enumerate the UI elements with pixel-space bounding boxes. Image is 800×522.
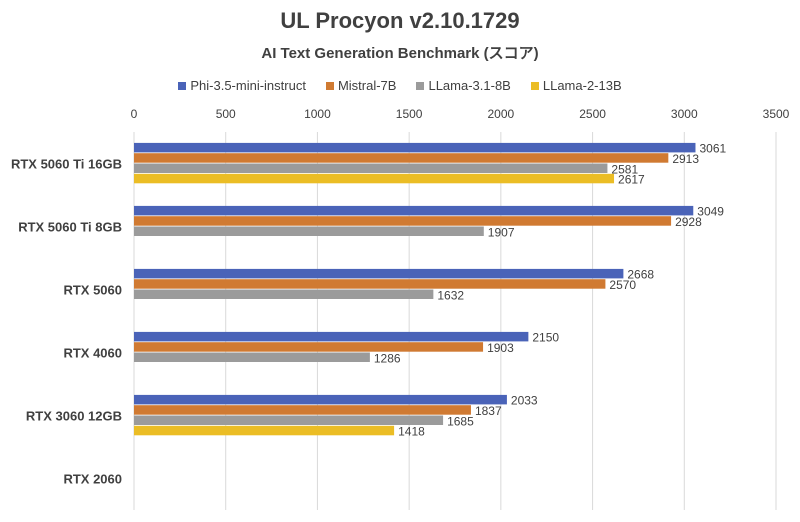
category-label: RTX 2060 [63, 472, 122, 487]
bar [134, 352, 370, 362]
data-label: 1903 [487, 341, 514, 355]
bar [134, 425, 395, 436]
category-label: RTX 5060 Ti 8GB [18, 220, 122, 235]
legend-swatch [178, 81, 187, 90]
data-label: 3049 [697, 205, 724, 219]
data-label: 1286 [374, 351, 401, 365]
bar [134, 279, 606, 289]
data-label: 1685 [447, 414, 474, 428]
data-label: 2617 [618, 173, 645, 187]
chart-title: UL Procyon v2.10.1729 [280, 8, 520, 33]
legend-swatch [325, 81, 334, 90]
bar [134, 216, 672, 226]
data-label: 1632 [437, 288, 464, 302]
x-tick-label: 3500 [763, 107, 790, 121]
data-label: 2570 [609, 278, 636, 292]
chart-subtitle: AI Text Generation Benchmark (スコア) [261, 45, 539, 62]
data-label: 3061 [699, 142, 726, 156]
legend-swatch [416, 81, 425, 90]
data-label: 2668 [627, 268, 654, 282]
bar [134, 268, 624, 279]
data-label: 1907 [488, 225, 515, 239]
x-tick-label: 3000 [671, 107, 698, 121]
bar [134, 163, 608, 173]
legend-item: Phi-3.5-mini-instruct [178, 78, 306, 93]
bar [134, 342, 484, 352]
legend-item: LLama-2-13B [530, 78, 622, 93]
x-tick-label: 2000 [488, 107, 515, 121]
data-label: 2150 [532, 331, 559, 345]
bar [134, 173, 615, 184]
legend-label: LLama-2-13B [542, 78, 622, 93]
bar [134, 289, 434, 299]
x-tick-label: 1000 [304, 107, 331, 121]
bar [134, 205, 694, 216]
bar [134, 405, 471, 415]
legend-label: Phi-3.5-mini-instruct [190, 78, 306, 93]
legend-swatch [530, 81, 539, 90]
data-label: 2581 [611, 162, 638, 176]
x-tick-label: 2500 [579, 107, 606, 121]
bar [134, 153, 669, 163]
legend-label: LLama-3.1-8B [428, 78, 511, 93]
data-label: 1418 [398, 425, 425, 439]
bar [134, 226, 484, 236]
legend-item: Mistral-7B [325, 78, 397, 93]
x-tick-label: 0 [131, 107, 138, 121]
category-label: RTX 4060 [63, 346, 122, 361]
category-label: RTX 3060 12GB [26, 409, 122, 424]
bar [134, 142, 696, 153]
bar [134, 394, 507, 405]
bar [134, 331, 529, 342]
data-label: 2928 [675, 215, 702, 229]
category-label: RTX 5060 [63, 283, 122, 298]
data-label: 1837 [475, 404, 502, 418]
category-label: RTX 5060 Ti 16GB [11, 157, 122, 172]
data-label: 2913 [672, 152, 699, 166]
data-label: 2033 [511, 394, 538, 408]
legend: Phi-3.5-mini-instruct Mistral-7B LLama-3… [0, 78, 800, 93]
x-tick-label: 1500 [396, 107, 423, 121]
legend-item: LLama-3.1-8B [416, 78, 511, 93]
bar [134, 415, 444, 425]
x-tick-label: 500 [216, 107, 236, 121]
legend-label: Mistral-7B [337, 78, 397, 93]
